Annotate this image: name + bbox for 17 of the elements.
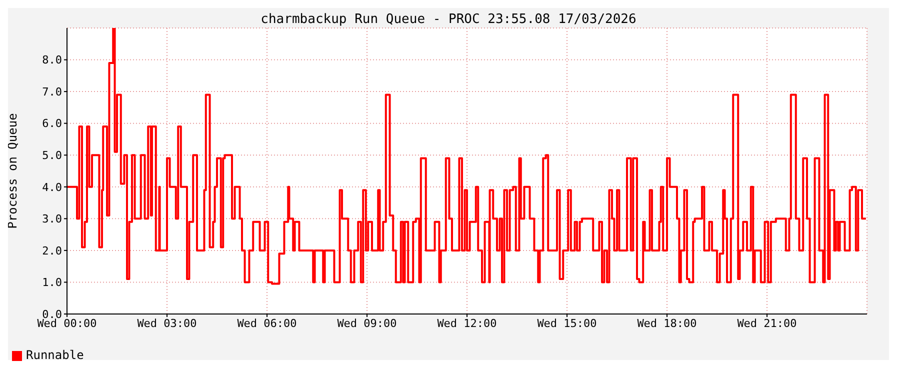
chart-title: charmbackup Run Queue - PROC 23:55.08 17/03/2026 <box>260 12 638 27</box>
y-tick-label: 7.0 <box>42 85 62 98</box>
x-tick-label: Wed 06:00 <box>237 316 297 330</box>
x-tick-label: Wed 03:00 <box>137 316 197 330</box>
y-tick-label: 8.0 <box>42 54 62 67</box>
x-tick-label: Wed 15:00 <box>537 316 597 330</box>
y-tick-label: 5.0 <box>42 149 62 162</box>
y-tick-label: 4.0 <box>42 180 62 194</box>
x-tick-label: Wed 18:00 <box>637 316 697 330</box>
y-tick-label: 1.0 <box>42 276 62 290</box>
y-tick-label: 6.0 <box>42 117 62 130</box>
x-tick-label: Wed 21:00 <box>737 316 797 330</box>
x-tick-label: Wed 09:00 <box>337 316 397 330</box>
x-tick-label: Wed 12:00 <box>437 316 497 330</box>
y-tick-label: 2.0 <box>42 244 62 258</box>
legend-label: Runnable <box>26 348 84 362</box>
y-tick-label: 3.0 <box>42 212 62 226</box>
